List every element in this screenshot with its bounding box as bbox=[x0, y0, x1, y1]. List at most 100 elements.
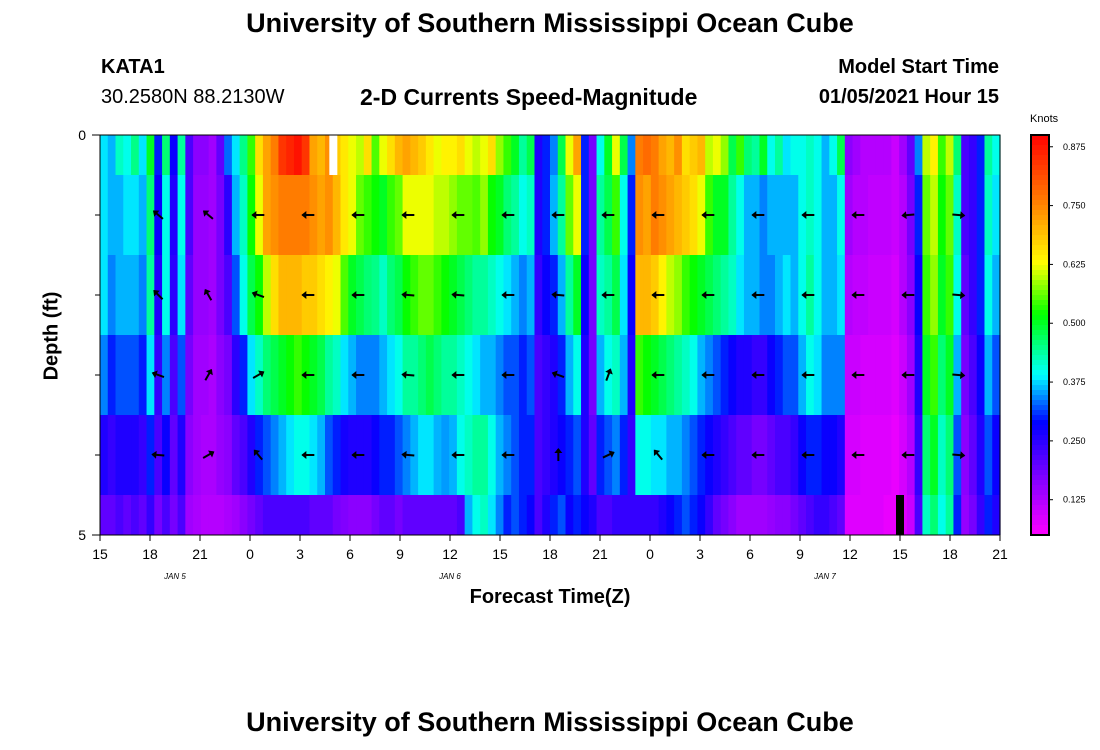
colorbar-swatch bbox=[1031, 215, 1049, 221]
arrow-head bbox=[152, 210, 160, 217]
heatmap-cell bbox=[177, 135, 186, 175]
arrow-head bbox=[751, 371, 757, 379]
heatmap-cell bbox=[146, 415, 155, 495]
heatmap-cell bbox=[643, 175, 652, 255]
heatmap-cell bbox=[643, 415, 652, 495]
heatmap-cell bbox=[767, 335, 776, 415]
heatmap-cell bbox=[759, 135, 768, 175]
heatmap-cell bbox=[402, 495, 411, 535]
heatmap-cell bbox=[674, 255, 683, 335]
heatmap-cell bbox=[992, 175, 1001, 255]
current-arrow bbox=[151, 370, 165, 379]
colorbar-swatch bbox=[1031, 325, 1049, 331]
heatmap-cell bbox=[487, 495, 497, 535]
heatmap-cell bbox=[914, 255, 924, 335]
heatmap-cell bbox=[185, 175, 194, 255]
heatmap-cell bbox=[712, 175, 722, 255]
annotation-bar bbox=[896, 495, 904, 535]
heatmap-cell bbox=[425, 175, 435, 255]
heatmap-cell bbox=[976, 335, 986, 415]
heatmap-cell bbox=[518, 415, 528, 495]
heatmap-cell bbox=[224, 175, 233, 255]
heatmap-cell bbox=[208, 495, 217, 535]
heatmap-cell bbox=[829, 175, 838, 255]
x-tick-label: 15 bbox=[892, 546, 908, 562]
heatmap-cell bbox=[945, 495, 955, 535]
current-arrow bbox=[901, 371, 915, 379]
heatmap-cell bbox=[658, 135, 667, 175]
heatmap-cell bbox=[588, 135, 598, 175]
heatmap-cell bbox=[984, 175, 993, 255]
heatmap-cell bbox=[968, 175, 978, 255]
heatmap-cell bbox=[363, 175, 373, 255]
arrow-head bbox=[901, 211, 907, 220]
current-arrow bbox=[501, 371, 515, 379]
x-tick-label: 6 bbox=[346, 546, 354, 562]
arrow-head bbox=[351, 211, 357, 219]
heatmap-cell bbox=[433, 135, 442, 175]
arrow-head bbox=[605, 368, 613, 375]
heatmap-cell bbox=[270, 415, 280, 495]
heatmap-cell bbox=[968, 415, 978, 495]
arrow-head bbox=[551, 370, 558, 379]
heatmap-cell bbox=[619, 415, 629, 495]
heatmap-cell bbox=[371, 255, 380, 335]
heatmap-cell bbox=[937, 495, 947, 535]
heatmap-cell bbox=[340, 415, 349, 495]
heatmap-cell bbox=[868, 255, 877, 335]
current-arrow bbox=[301, 291, 315, 299]
current-arrow bbox=[301, 451, 315, 459]
colorbar-swatch bbox=[1031, 205, 1049, 211]
heatmap-cell bbox=[340, 135, 349, 175]
heatmap-cell bbox=[860, 175, 869, 255]
heatmap-cell bbox=[976, 255, 986, 335]
heatmap-cell bbox=[418, 175, 427, 255]
heatmap-cell bbox=[247, 335, 256, 415]
heatmap-cell bbox=[433, 495, 442, 535]
colorbar-swatch bbox=[1031, 530, 1049, 536]
colorbar-swatch bbox=[1031, 525, 1049, 531]
heatmap-cell bbox=[720, 415, 730, 495]
colorbar-swatch bbox=[1031, 310, 1049, 316]
heatmap-cell bbox=[371, 415, 380, 495]
heatmap-cell bbox=[270, 335, 280, 415]
heatmap-cell bbox=[325, 135, 334, 175]
heatmap-cell bbox=[425, 415, 435, 495]
heatmap-cell bbox=[720, 255, 730, 335]
heatmap-cell bbox=[270, 255, 280, 335]
arrow-head bbox=[401, 290, 407, 299]
colorbar-swatch bbox=[1031, 200, 1049, 206]
day-label: JAN 6 bbox=[438, 572, 461, 581]
heatmap-cell bbox=[883, 415, 892, 495]
heatmap-cell bbox=[332, 255, 342, 335]
heatmap-cell bbox=[720, 135, 730, 175]
heatmap-cell bbox=[146, 495, 155, 535]
heatmap-cell bbox=[480, 415, 489, 495]
heatmap-cell bbox=[596, 135, 605, 175]
heatmap-cell bbox=[107, 255, 117, 335]
heatmap-cell bbox=[619, 335, 629, 415]
heatmap-cell bbox=[837, 255, 846, 335]
heatmap-cell bbox=[573, 175, 582, 255]
heatmap-cell bbox=[231, 495, 241, 535]
heatmap-cell bbox=[542, 335, 551, 415]
colorbar-swatch bbox=[1031, 485, 1049, 491]
heatmap-cell bbox=[495, 255, 505, 335]
heatmap-cell bbox=[930, 335, 939, 415]
heatmap-cell bbox=[270, 175, 280, 255]
heatmap-cell bbox=[736, 135, 745, 175]
colorbar-tick-label: 0.500 bbox=[1063, 318, 1086, 328]
model-start-value: 01/05/2021 Hour 15 bbox=[818, 86, 999, 108]
heatmap-cell bbox=[674, 135, 683, 175]
heatmap-cell bbox=[200, 495, 210, 535]
heatmap-cell bbox=[371, 135, 380, 175]
heatmap-cell bbox=[480, 255, 489, 335]
heatmap-cell bbox=[767, 175, 776, 255]
x-axis: 15 18 21 0 3 6 9 12 15 18 21 0 3 6 9 12 15 18 21 JAN 5 JAN 6… bbox=[92, 535, 1008, 581]
heatmap-cell bbox=[844, 415, 854, 495]
heatmap-cell bbox=[968, 495, 978, 535]
heatmap-cell bbox=[177, 335, 186, 415]
heatmap-cell bbox=[433, 335, 442, 415]
colorbar-swatch bbox=[1031, 415, 1049, 421]
y-tick-label: 5 bbox=[78, 527, 86, 543]
